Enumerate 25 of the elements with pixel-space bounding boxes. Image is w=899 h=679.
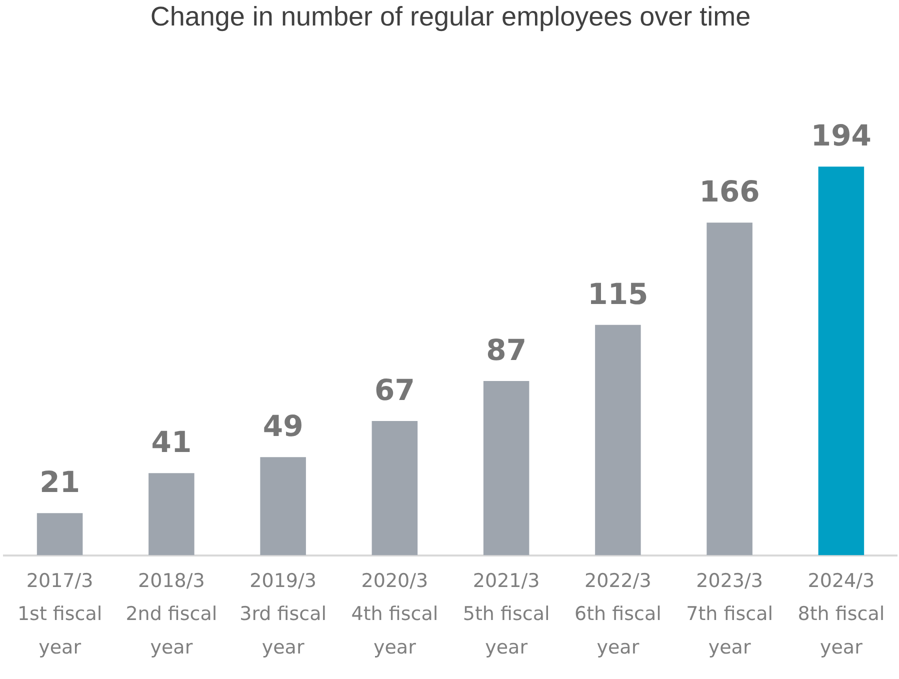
x-tick-label: 2020/3 4th fiscal year: [351, 570, 438, 658]
bar: [706, 222, 752, 556]
data-label: 41: [151, 425, 192, 460]
data-label: 21: [40, 465, 80, 500]
x-tick-label: 2021/3 5th fiscal year: [462, 570, 550, 658]
bar: [372, 421, 418, 556]
bar: [36, 513, 83, 556]
data-label: 166: [699, 174, 760, 209]
x-tick-label: 2018/3 2nd fiscal year: [126, 570, 218, 658]
data-label: 87: [486, 332, 526, 367]
x-tick-label: 2023/3 7th fiscal year: [686, 570, 773, 658]
data-label: 115: [588, 276, 648, 311]
x-tick-label: 2017/3 1st fiscal year: [17, 570, 102, 658]
data-label: 194: [810, 118, 872, 153]
x-tick-label: 2024/3 8th fiscal year: [798, 570, 885, 658]
bar: [595, 324, 641, 556]
bar: [483, 380, 530, 556]
bar: [148, 473, 194, 556]
chart-title: Change in number of regular employees over time: [150, 2, 751, 32]
bar: [818, 166, 864, 556]
data-label: 67: [374, 373, 415, 408]
data-label: 49: [262, 409, 304, 444]
x-tick-label: 2022/3 6th fiscal year: [574, 570, 662, 658]
x-tick-label: 2019/3 3rd fiscal year: [240, 570, 327, 658]
bar: [260, 457, 306, 556]
